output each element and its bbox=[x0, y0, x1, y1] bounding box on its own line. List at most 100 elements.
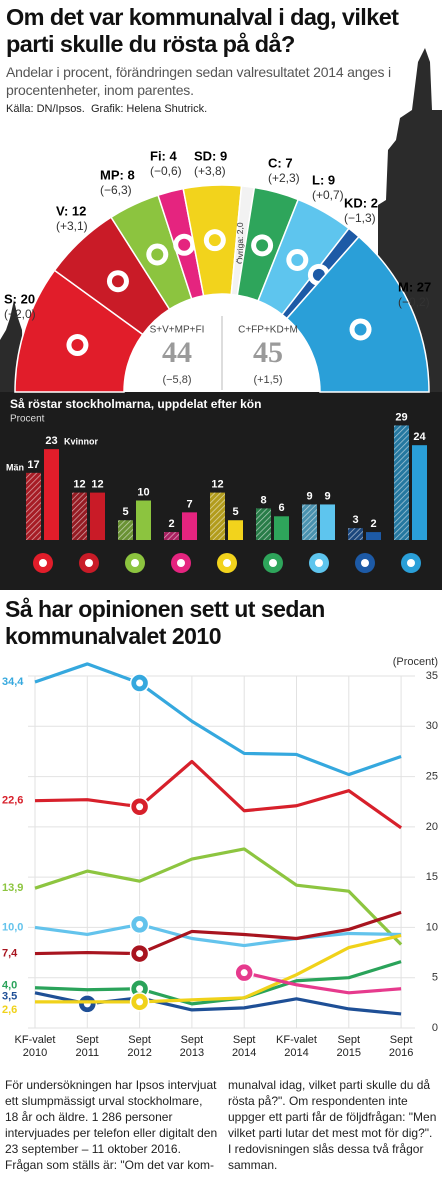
party-icon-dot bbox=[111, 275, 124, 288]
series-line bbox=[34, 847, 403, 946]
bar-hatch bbox=[394, 425, 409, 540]
party-icon-dot bbox=[136, 920, 144, 928]
bar-hatch bbox=[118, 520, 133, 540]
party-label: M: 27 bbox=[398, 279, 431, 294]
party-label: C: 7 bbox=[268, 155, 293, 170]
party-icon-dot bbox=[131, 559, 139, 567]
party-label: V: 12 bbox=[56, 203, 86, 218]
change-label: (−0,2) bbox=[398, 295, 430, 309]
start-label: 22,6 bbox=[2, 795, 23, 807]
party-icon-dot bbox=[136, 950, 144, 958]
bar bbox=[320, 504, 335, 540]
party-icon-dot bbox=[136, 679, 144, 687]
bar bbox=[90, 492, 105, 540]
bar bbox=[366, 532, 381, 540]
y-tick-label: 30 bbox=[426, 720, 438, 732]
start-label: 4,0 bbox=[2, 980, 17, 992]
y-tick-label: 5 bbox=[432, 972, 438, 984]
party-icon-dot bbox=[354, 323, 367, 336]
change-label: (+0,7) bbox=[312, 188, 344, 202]
change-label: (+3,1) bbox=[56, 219, 88, 233]
value-label: 12 bbox=[73, 479, 85, 491]
start-label: 10,0 bbox=[2, 921, 23, 933]
start-label: 34,4 bbox=[2, 676, 24, 688]
series-line bbox=[34, 662, 402, 777]
bar-hatch bbox=[256, 508, 271, 540]
party-label: S: 20 bbox=[4, 291, 35, 306]
x-tick-label: KF-valet 2010 bbox=[14, 1034, 56, 1059]
y-tick-label: 15 bbox=[426, 871, 438, 883]
party-label: MP: 8 bbox=[100, 167, 135, 182]
party-icon-dot bbox=[240, 969, 248, 977]
value-label: 5 bbox=[232, 506, 238, 518]
bar-hatch bbox=[210, 492, 225, 540]
y-tick-label: 20 bbox=[426, 821, 438, 833]
value-label: 12 bbox=[91, 479, 103, 491]
bar bbox=[136, 500, 151, 540]
legend-label: Kvinnor bbox=[64, 436, 98, 446]
party-label: SD: 9 bbox=[194, 148, 227, 163]
party-label: Fi: 4 bbox=[150, 148, 177, 163]
party-icon-dot bbox=[269, 559, 277, 567]
start-label: 7,4 bbox=[2, 947, 18, 959]
footer-text: munalval idag, vilket parti skulle du då… bbox=[228, 1078, 437, 1172]
bar-hatch bbox=[26, 472, 41, 540]
y-axis-label: (Procent) bbox=[393, 656, 438, 668]
change-label: (+3,8) bbox=[194, 164, 226, 178]
change-label: (−6,3) bbox=[100, 183, 132, 197]
bar-subtitle: Procent bbox=[10, 414, 45, 425]
bloc-name: C+FP+KD+M bbox=[238, 325, 298, 336]
value-label: 2 bbox=[370, 518, 376, 530]
party-icon-dot bbox=[208, 234, 221, 247]
value-label: 3 bbox=[352, 514, 358, 526]
party-icon-dot bbox=[136, 998, 144, 1006]
start-label: 2,6 bbox=[2, 1004, 17, 1016]
change-label: (−2,0) bbox=[4, 307, 36, 321]
party-icon-dot bbox=[223, 559, 231, 567]
bar bbox=[182, 512, 197, 540]
legend-label: Män bbox=[6, 462, 24, 472]
party-icon-dot bbox=[177, 559, 185, 567]
value-label: 2 bbox=[168, 518, 174, 530]
party-icon-dot bbox=[256, 239, 269, 252]
party-label: L: 9 bbox=[312, 172, 335, 187]
value-label: 6 bbox=[278, 502, 284, 514]
value-label: 24 bbox=[413, 431, 426, 443]
y-tick-label: 25 bbox=[426, 770, 438, 782]
x-tick-label: KF-valet 2014 bbox=[276, 1034, 317, 1059]
bar bbox=[412, 445, 427, 540]
value-label: 7 bbox=[186, 498, 192, 510]
change-label: (−1,3) bbox=[344, 211, 376, 225]
party-icon-dot bbox=[136, 803, 144, 811]
bloc-change: (−5,8) bbox=[162, 374, 191, 386]
x-tick-label: Sept 2016 bbox=[388, 1034, 414, 1059]
x-tick-label: Sept 2012 bbox=[127, 1034, 152, 1059]
bloc-change: (+1,5) bbox=[253, 374, 282, 386]
party-label: Övriga: 2,0 bbox=[235, 222, 245, 264]
x-tick-label: Sept 2014 bbox=[231, 1034, 257, 1059]
bar-title: Så röstar stockholmarna, uppdelat efter … bbox=[10, 397, 261, 411]
party-label: KD: 2 bbox=[344, 195, 378, 210]
party-icon-dot bbox=[85, 559, 93, 567]
value-label: 9 bbox=[306, 490, 312, 502]
party-icon-dot bbox=[315, 559, 323, 567]
x-tick-label: Sept 2015 bbox=[336, 1034, 362, 1059]
source: Källa: DN/Ipsos. Grafik: Helena Shutrick… bbox=[6, 103, 208, 115]
subtitle: Andelar i procent, förändringen sedan va… bbox=[6, 64, 391, 98]
value-label: 10 bbox=[137, 486, 149, 498]
line-chart-title: Så har opinionen sett ut sedan kommunalv… bbox=[5, 596, 325, 649]
party-icon-dot bbox=[291, 253, 304, 266]
bar bbox=[44, 449, 59, 540]
value-label: 5 bbox=[122, 506, 128, 518]
bar bbox=[274, 516, 289, 540]
value-label: 12 bbox=[211, 479, 223, 491]
series-line bbox=[34, 759, 403, 830]
party-icon-dot bbox=[71, 339, 84, 352]
start-label: 3,5 bbox=[2, 991, 17, 1003]
footer-text: För undersökningen har Ipsos intervjuat … bbox=[5, 1078, 218, 1172]
y-tick-label: 10 bbox=[426, 921, 438, 933]
bloc-value: 44 bbox=[162, 336, 192, 369]
y-tick-label: 0 bbox=[432, 1022, 438, 1034]
party-icon-dot bbox=[178, 238, 191, 251]
